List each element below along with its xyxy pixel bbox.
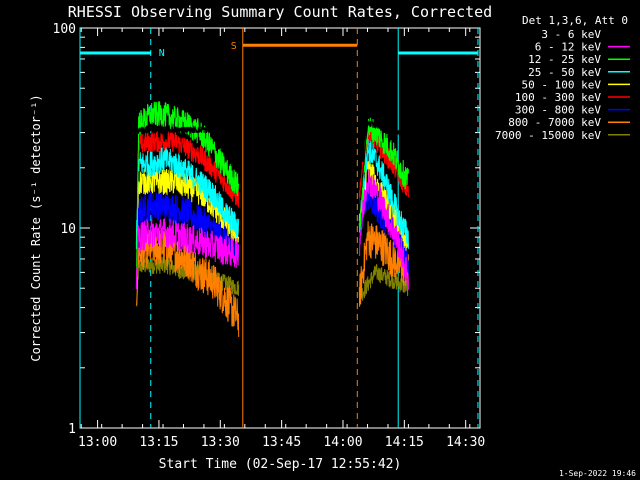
axis-ticks: 13:00 13:15 13:30 13:45 14:00 14:15 14:30 1 10 10… xyxy=(53,22,486,450)
series-3-6kev-segment-1 xyxy=(135,124,240,136)
plot-frame xyxy=(79,27,481,429)
x-tick-label: 13:00 xyxy=(78,435,117,450)
series-25-50kev-segment-2 xyxy=(359,139,409,249)
y-tick-label: 1 xyxy=(68,422,76,437)
series-12-25kev-segment-1 xyxy=(135,101,240,289)
annotation-layer: NS xyxy=(79,28,479,428)
footer-timestamp: 1-Sep-2022 19:46 xyxy=(559,469,636,478)
series-3-6kev-segment-2 xyxy=(358,120,409,214)
x-tick-label: 13:30 xyxy=(201,435,240,450)
legend-label: 7000 - 15000 keV xyxy=(495,129,601,142)
night-label: N xyxy=(159,48,165,59)
x-tick-label: 13:45 xyxy=(262,435,301,450)
legend-label: 50 - 100 keV xyxy=(522,78,602,91)
y-tick-label: 10 xyxy=(60,222,76,237)
legend-label: 12 - 25 keV xyxy=(528,53,601,66)
series-25-50kev-segment-1 xyxy=(135,147,240,250)
x-tick-label: 14:30 xyxy=(446,435,485,450)
saa-label: S xyxy=(231,41,237,52)
x-axis-label: Start Time (02-Sep-17 12:55:42) xyxy=(159,457,402,472)
series-6-12kev-segment-1 xyxy=(135,218,240,290)
legend-header: Det 1,3,6, Att 0 xyxy=(522,14,628,27)
series-800-7000kev-segment-1 xyxy=(135,228,240,338)
y-axis-label: Corrected Count Rate (s⁻¹ detector⁻¹) xyxy=(29,94,43,361)
legend-label: 300 - 800 keV xyxy=(515,104,601,117)
series-12-25kev-segment-2 xyxy=(358,117,409,232)
series-800-7000kev-segment-2 xyxy=(358,221,409,307)
y-tick-label: 100 xyxy=(53,22,76,37)
series-7000-15000kev-segment-2 xyxy=(358,264,409,306)
series-6-12kev-segment-2 xyxy=(358,169,409,290)
series-100-300kev-segment-1 xyxy=(135,130,240,266)
chart-title: RHESSI Observing Summary Count Rates, Co… xyxy=(68,3,492,21)
series-300-800kev-segment-2 xyxy=(358,180,409,274)
series-layer xyxy=(135,101,409,338)
x-tick-label: 13:15 xyxy=(139,435,178,450)
legend-label: 800 - 7000 keV xyxy=(508,116,601,129)
legend-label: 3 - 6 keV xyxy=(541,28,601,41)
plot-border xyxy=(79,27,481,429)
x-tick-label: 14:15 xyxy=(385,435,424,450)
x-tick-label: 14:00 xyxy=(323,435,362,450)
legend-label: 25 - 50 keV xyxy=(528,66,601,79)
legend-label: 100 - 300 keV xyxy=(515,91,601,104)
legend-label: 6 - 12 keV xyxy=(535,41,602,54)
